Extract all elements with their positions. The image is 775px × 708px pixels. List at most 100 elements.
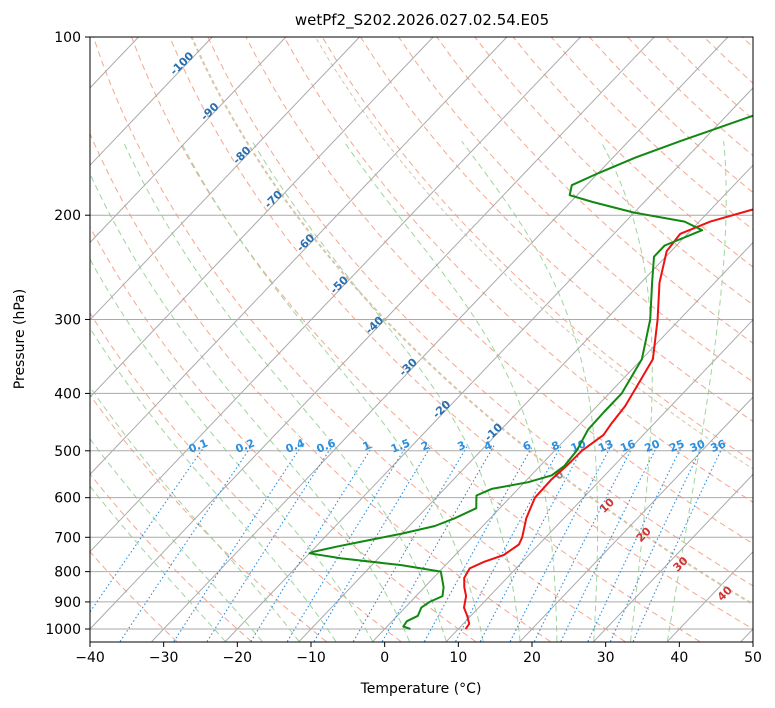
mixing-ratio-line xyxy=(609,445,703,642)
isotherm-label: -20 xyxy=(430,398,454,421)
y-tick-label: 500 xyxy=(54,444,81,460)
y-tick-label: 800 xyxy=(54,565,81,581)
isotherm-line xyxy=(90,37,508,476)
mixing-ratio-label: 6 xyxy=(521,439,533,454)
moist-adiabat xyxy=(122,140,447,642)
dewpoint-line xyxy=(308,114,753,630)
dry-adiabat xyxy=(169,37,753,630)
isotherm-line xyxy=(740,628,753,642)
reference-arc xyxy=(190,37,753,606)
mixing-ratio-line xyxy=(119,445,253,642)
dry-adiabat xyxy=(207,37,753,587)
dry-adiabat xyxy=(436,37,753,344)
isotherm-label: -80 xyxy=(230,144,254,167)
isotherm-line xyxy=(90,37,434,398)
mixing-ratio-line xyxy=(90,445,206,613)
y-tick-label: 600 xyxy=(54,491,81,507)
background-lines xyxy=(0,37,753,642)
profile-series xyxy=(308,114,753,630)
x-tick-label: 30 xyxy=(597,650,615,666)
mixing-ratio-line xyxy=(352,445,468,642)
y-tick-label: 300 xyxy=(54,312,81,328)
x-tick-label: −10 xyxy=(296,650,326,666)
dry-adiabat xyxy=(92,37,626,642)
y-tick-label: 100 xyxy=(54,30,81,46)
mixing-ratio-line xyxy=(587,445,683,642)
chart-title: wetPf2_S202.2026.027.02.54.E05 xyxy=(295,11,549,30)
mixing-ratio-label: 25 xyxy=(667,437,686,455)
dry-adiabat xyxy=(321,37,753,463)
x-tick-label: 20 xyxy=(523,650,541,666)
y-tick-label: 400 xyxy=(54,386,81,402)
mixing-ratio-line xyxy=(424,445,534,642)
mixing-ratio-line xyxy=(533,445,634,642)
isotherm-label: -40 xyxy=(363,314,387,337)
moist-adiabat xyxy=(600,140,653,642)
dry-adiabat xyxy=(131,37,701,642)
wetbulb-label: 40 xyxy=(715,583,735,603)
dry-adiabat xyxy=(398,37,753,383)
x-tick-label: 0 xyxy=(380,650,389,666)
mixing-ratio-line xyxy=(313,445,432,642)
y-axis-label: Pressure (hPa) xyxy=(12,289,28,389)
mixing-ratio-label: 20 xyxy=(643,437,662,455)
y-axis: 100 200 300 400 500 600 700 800 900 1000 xyxy=(45,30,90,638)
dry-adiabat xyxy=(360,37,753,423)
x-tick-label: 40 xyxy=(670,650,688,666)
dry-adiabat xyxy=(90,473,252,642)
mixing-ratio-line xyxy=(250,445,374,642)
x-tick-label: −30 xyxy=(149,650,179,666)
dry-adiabat xyxy=(283,37,753,503)
dry-adiabat xyxy=(90,551,178,642)
isotherm-label: -100 xyxy=(168,49,197,78)
x-tick-label: 10 xyxy=(449,650,467,666)
x-tick-label: 50 xyxy=(744,650,762,666)
mixing-ratio-label: 0.6 xyxy=(315,436,338,455)
temperature-line xyxy=(463,208,753,630)
mixing-ratio-label: 8 xyxy=(550,439,562,454)
dry-adiabat xyxy=(90,393,327,642)
isotherm-line xyxy=(298,164,753,642)
mixing-ratio-line xyxy=(509,445,612,642)
wetbulb-label: 20 xyxy=(634,525,654,545)
plot-frame xyxy=(89,36,754,643)
dry-adiabat xyxy=(741,37,753,48)
mixing-ratio-label: 0.1 xyxy=(187,436,210,455)
isotherm-line xyxy=(151,37,729,642)
y-tick-label: 200 xyxy=(54,208,81,224)
isotherm-line xyxy=(90,37,360,321)
x-axis-label: Temperature (°C) xyxy=(360,681,482,697)
moist-adiabat xyxy=(90,485,226,642)
moist-adiabat xyxy=(251,140,521,642)
mixing-ratio-label: 36 xyxy=(709,437,728,455)
mixing-ratio-label: 0.2 xyxy=(234,436,257,455)
mixing-ratio-label: 3 xyxy=(456,439,468,454)
isotherm-label: -90 xyxy=(198,100,222,123)
mixing-ratio-label: 0.4 xyxy=(284,436,307,455)
isotherm-line xyxy=(90,37,287,244)
mixing-ratio-label: 1.5 xyxy=(389,436,412,455)
isotherm-line xyxy=(0,37,65,642)
mixing-ratio-label: 13 xyxy=(596,437,615,455)
y-tick-label: 900 xyxy=(54,595,81,611)
isotherm-line xyxy=(90,37,581,553)
mixing-ratio-label: 16 xyxy=(618,437,637,455)
isotherm-line xyxy=(519,396,753,642)
mixing-ratio-line xyxy=(286,445,408,642)
mixing-ratio-label: 1 xyxy=(361,439,373,454)
mixing-ratio-line xyxy=(381,445,495,642)
wetbulb-label: 10 xyxy=(597,495,617,515)
isotherm-line xyxy=(90,37,655,630)
y-tick-label: 1000 xyxy=(45,622,81,638)
x-tick-label: −20 xyxy=(223,650,253,666)
moist-adiabat xyxy=(461,140,599,642)
reference-arc xyxy=(314,37,753,470)
mixing-ratio-label: 30 xyxy=(688,437,707,455)
mixing-ratio-label: 2 xyxy=(419,439,431,454)
dry-adiabat xyxy=(90,225,476,642)
mixing-ratio-line xyxy=(560,445,658,642)
isotherm-label: -70 xyxy=(262,188,286,211)
mixing-ratio-line xyxy=(206,445,333,642)
isotherm-line xyxy=(372,241,753,642)
